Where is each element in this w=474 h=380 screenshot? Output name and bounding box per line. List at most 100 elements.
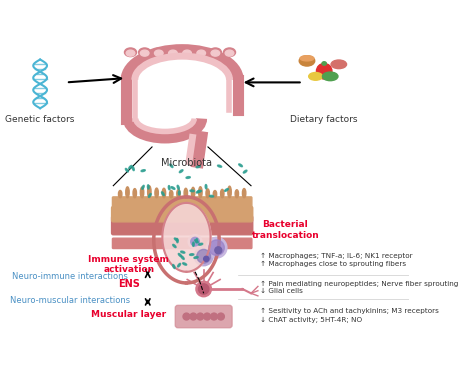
- Ellipse shape: [184, 188, 188, 198]
- Ellipse shape: [170, 190, 173, 198]
- Ellipse shape: [168, 185, 170, 190]
- Text: Dietary factors: Dietary factors: [291, 115, 358, 124]
- Ellipse shape: [140, 187, 144, 198]
- Text: ↑ Sesitivity to ACh and tachykinins; M3 receptors: ↑ Sesitivity to ACh and tachykinins; M3 …: [260, 308, 438, 314]
- Circle shape: [204, 313, 210, 320]
- Ellipse shape: [195, 48, 207, 57]
- Ellipse shape: [195, 240, 198, 243]
- Ellipse shape: [177, 185, 179, 189]
- Ellipse shape: [183, 50, 191, 56]
- Ellipse shape: [133, 188, 137, 198]
- Circle shape: [194, 247, 213, 266]
- Ellipse shape: [239, 164, 242, 167]
- Ellipse shape: [191, 187, 195, 198]
- Ellipse shape: [132, 166, 134, 171]
- Circle shape: [188, 235, 202, 249]
- Text: Microbiota: Microbiota: [161, 158, 212, 168]
- Ellipse shape: [309, 73, 322, 80]
- FancyBboxPatch shape: [175, 306, 232, 328]
- Ellipse shape: [167, 48, 179, 57]
- Ellipse shape: [190, 254, 194, 255]
- Text: ↓ Glial cells: ↓ Glial cells: [260, 288, 302, 294]
- Circle shape: [183, 313, 190, 320]
- Ellipse shape: [179, 170, 183, 173]
- Ellipse shape: [148, 193, 151, 197]
- Ellipse shape: [178, 263, 181, 267]
- Ellipse shape: [228, 186, 231, 198]
- Ellipse shape: [196, 166, 201, 168]
- Ellipse shape: [210, 48, 221, 57]
- Ellipse shape: [176, 238, 178, 243]
- Ellipse shape: [223, 48, 236, 57]
- Ellipse shape: [197, 50, 206, 56]
- Ellipse shape: [197, 190, 201, 192]
- FancyBboxPatch shape: [111, 206, 253, 222]
- Ellipse shape: [225, 188, 228, 191]
- Text: Immune system
activation: Immune system activation: [88, 255, 169, 274]
- Ellipse shape: [199, 187, 202, 198]
- Ellipse shape: [129, 165, 132, 169]
- Text: ↑ Pain mediating neuropeptides; Nerve fiber sprouting: ↑ Pain mediating neuropeptides; Nerve fi…: [260, 280, 458, 287]
- Ellipse shape: [125, 48, 137, 57]
- Ellipse shape: [194, 256, 198, 258]
- Ellipse shape: [242, 188, 246, 198]
- Ellipse shape: [181, 256, 184, 260]
- Ellipse shape: [126, 168, 128, 172]
- Text: ENS: ENS: [118, 279, 140, 289]
- Text: Neuro-immune interactions: Neuro-immune interactions: [12, 272, 128, 281]
- Ellipse shape: [205, 185, 207, 189]
- Ellipse shape: [177, 190, 180, 198]
- Ellipse shape: [196, 190, 201, 193]
- Circle shape: [317, 63, 332, 79]
- Ellipse shape: [182, 263, 187, 265]
- Ellipse shape: [300, 56, 314, 61]
- Ellipse shape: [196, 239, 198, 243]
- Ellipse shape: [169, 50, 177, 56]
- FancyBboxPatch shape: [111, 216, 253, 235]
- Ellipse shape: [174, 238, 178, 241]
- Circle shape: [199, 284, 209, 294]
- Ellipse shape: [181, 251, 185, 253]
- Ellipse shape: [118, 190, 122, 198]
- Ellipse shape: [331, 60, 346, 69]
- Ellipse shape: [126, 187, 129, 198]
- Text: Muscular layer: Muscular layer: [91, 310, 166, 319]
- Ellipse shape: [322, 72, 338, 81]
- Ellipse shape: [181, 48, 193, 57]
- Text: Genetic factors: Genetic factors: [5, 115, 75, 124]
- Ellipse shape: [218, 165, 222, 167]
- Text: ↑ Macrophages; TNF-a; IL-6; NK1 receptor: ↑ Macrophages; TNF-a; IL-6; NK1 receptor: [260, 253, 412, 259]
- Text: Bacterial
translocation: Bacterial translocation: [252, 220, 319, 239]
- Ellipse shape: [147, 186, 151, 198]
- Ellipse shape: [140, 50, 149, 56]
- Ellipse shape: [173, 244, 176, 248]
- Ellipse shape: [170, 164, 173, 168]
- Ellipse shape: [173, 264, 175, 269]
- Ellipse shape: [138, 48, 151, 57]
- Circle shape: [210, 313, 218, 320]
- Ellipse shape: [178, 253, 182, 257]
- Ellipse shape: [126, 50, 135, 56]
- Circle shape: [206, 238, 227, 258]
- Ellipse shape: [155, 188, 158, 198]
- Ellipse shape: [147, 185, 149, 189]
- Ellipse shape: [186, 177, 190, 179]
- Circle shape: [204, 256, 209, 261]
- Circle shape: [197, 313, 204, 320]
- Text: ↓ ChAT activity; 5HT-4R; NO: ↓ ChAT activity; 5HT-4R; NO: [260, 317, 362, 323]
- Circle shape: [215, 247, 222, 254]
- Ellipse shape: [155, 50, 163, 56]
- Text: ↑ Macrophages close to sprouting fibers: ↑ Macrophages close to sprouting fibers: [260, 261, 406, 267]
- FancyBboxPatch shape: [112, 238, 252, 249]
- Ellipse shape: [322, 62, 326, 65]
- Ellipse shape: [225, 50, 234, 56]
- Ellipse shape: [142, 185, 144, 189]
- Ellipse shape: [213, 190, 217, 198]
- Ellipse shape: [162, 192, 164, 196]
- Ellipse shape: [206, 189, 210, 198]
- Circle shape: [190, 313, 197, 320]
- Ellipse shape: [190, 190, 194, 192]
- Circle shape: [197, 249, 210, 263]
- Ellipse shape: [162, 188, 165, 198]
- Ellipse shape: [299, 56, 315, 66]
